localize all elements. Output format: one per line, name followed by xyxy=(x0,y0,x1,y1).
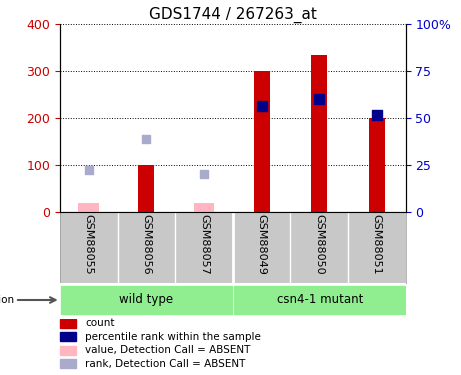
Point xyxy=(258,104,266,110)
Title: GDS1744 / 267263_at: GDS1744 / 267263_at xyxy=(149,7,317,23)
Bar xyxy=(60,359,76,368)
Text: percentile rank within the sample: percentile rank within the sample xyxy=(85,332,261,342)
Point xyxy=(315,96,323,102)
Text: wild type: wild type xyxy=(119,293,173,306)
Text: value, Detection Call = ABSENT: value, Detection Call = ABSENT xyxy=(85,345,251,355)
Text: GSM88056: GSM88056 xyxy=(142,214,151,274)
Text: genotype/variation: genotype/variation xyxy=(0,295,15,305)
Bar xyxy=(254,71,270,212)
Text: csn4-1 mutant: csn4-1 mutant xyxy=(277,293,363,306)
Bar xyxy=(138,165,154,212)
Text: rank, Detection Call = ABSENT: rank, Detection Call = ABSENT xyxy=(85,358,246,369)
Text: GSM88049: GSM88049 xyxy=(257,214,266,275)
Text: count: count xyxy=(85,318,115,328)
Bar xyxy=(311,55,327,212)
Bar xyxy=(194,202,214,212)
Point xyxy=(142,136,150,142)
Text: GSM88055: GSM88055 xyxy=(84,214,94,274)
Bar xyxy=(60,318,76,327)
Point xyxy=(200,171,207,177)
Bar xyxy=(60,345,76,354)
Text: GSM88050: GSM88050 xyxy=(314,214,324,274)
Text: GSM88051: GSM88051 xyxy=(372,214,382,274)
Bar xyxy=(60,286,232,314)
Text: GSM88057: GSM88057 xyxy=(199,214,209,275)
Point xyxy=(85,166,92,172)
Bar xyxy=(78,202,99,212)
Bar xyxy=(60,332,76,341)
Bar xyxy=(369,118,385,212)
Point xyxy=(373,112,381,118)
Bar xyxy=(234,286,405,314)
